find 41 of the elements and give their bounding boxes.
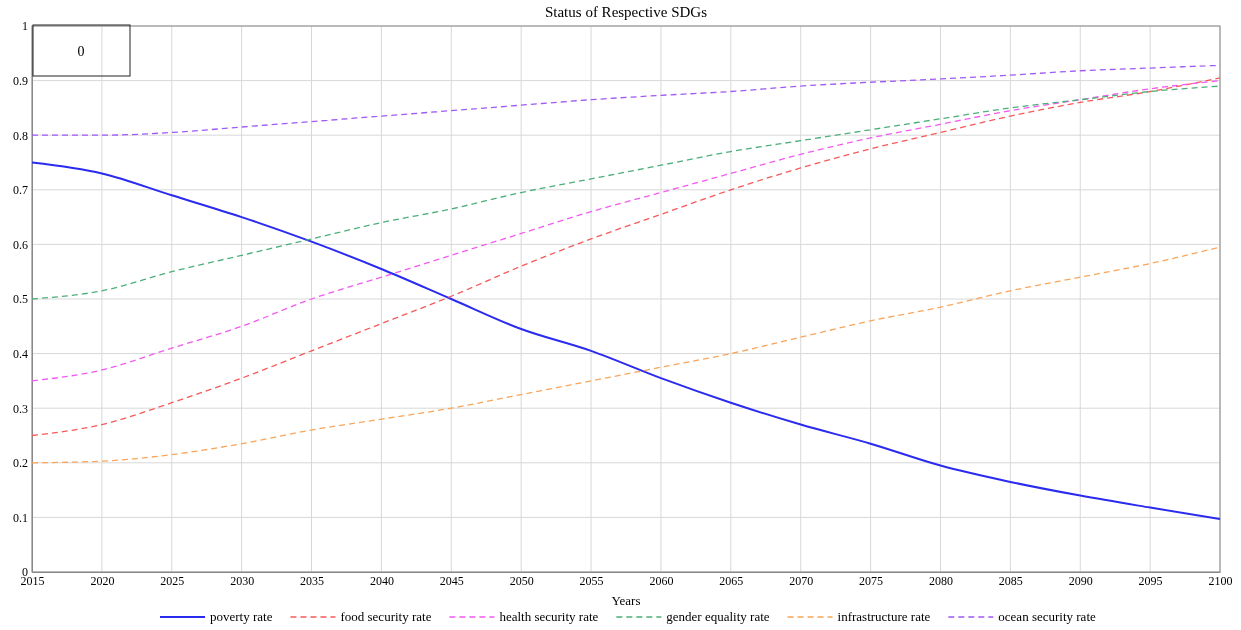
- annotation: 0: [77, 44, 85, 59]
- x-tick-label: 2035: [300, 573, 325, 588]
- x-tick-label: 2040: [369, 573, 394, 588]
- x-tick-label: 2090: [1068, 573, 1093, 588]
- x-tick-label: 2020: [90, 573, 115, 588]
- y-tick-label: 1: [22, 19, 28, 34]
- line-series: [31, 161, 1221, 521]
- note-box: 0: [32, 24, 131, 77]
- x-tick-label: 2025: [160, 573, 185, 588]
- chart-title: Status of Respective SDGs: [544, 4, 708, 20]
- line-series: [31, 77, 1221, 437]
- y-tick-label: 0.2: [13, 456, 28, 471]
- x-tick-label: 2080: [928, 573, 953, 588]
- y-tick-label: 0.4: [13, 346, 28, 361]
- legend-label: health security rate: [499, 609, 599, 624]
- y-tick-label: 0.8: [13, 128, 28, 143]
- line-series: [31, 85, 1221, 300]
- legend-label: ocean security rate: [998, 609, 1096, 624]
- legend-label: gender equality rate: [666, 609, 770, 624]
- x-tick-label: 2065: [719, 573, 744, 588]
- x-tick-label: 2075: [859, 573, 884, 588]
- x-tick-label: 2045: [439, 573, 464, 588]
- x-tick-label: 2095: [1138, 573, 1163, 588]
- y-tick-label: 0.7: [13, 183, 28, 198]
- y-tick-label: 0.3: [13, 401, 28, 416]
- x-tick-label: 2100: [1208, 573, 1233, 588]
- y-tick-label: 0.5: [13, 292, 28, 307]
- y-tick-label: 0.6: [13, 237, 28, 252]
- x-tick-label: 2050: [509, 573, 534, 588]
- line-series: [31, 79, 1221, 382]
- legend-label: infrastructure rate: [837, 609, 931, 624]
- x-tick-label: 2085: [998, 573, 1023, 588]
- legend-label: food security rate: [340, 609, 432, 624]
- y-tick-label: 0.9: [13, 73, 28, 88]
- legend-label: poverty rate: [210, 609, 273, 624]
- x-tick-label: 2055: [579, 573, 604, 588]
- x-tick-label: 2070: [789, 573, 814, 588]
- x-axis-title: Years: [611, 593, 641, 608]
- x-tick-label: 2060: [649, 573, 674, 588]
- x-tick-label: 2030: [230, 573, 255, 588]
- y-tick-label: 0.1: [13, 510, 28, 525]
